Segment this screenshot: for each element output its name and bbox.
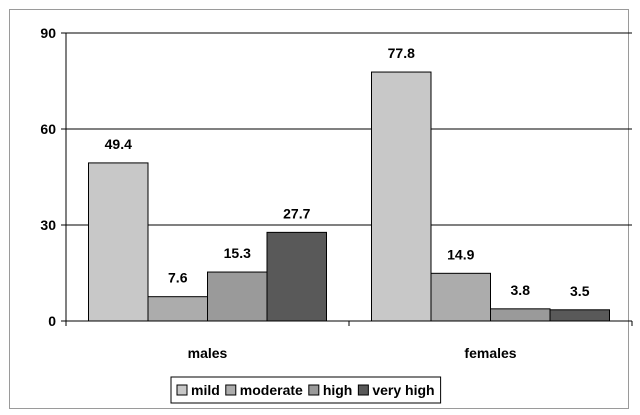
legend-label: mild [191, 382, 220, 398]
x-tick-label: males [188, 345, 228, 361]
axes: 0 30 60 90 males females [40, 25, 633, 361]
data-label: 15.3 [224, 245, 251, 261]
data-label: 77.8 [388, 45, 415, 61]
legend-label: very high [372, 382, 434, 398]
y-tick-label: 30 [40, 217, 56, 233]
y-tick-label: 0 [48, 313, 56, 329]
grid-lines [66, 32, 632, 226]
legend-label: high [323, 382, 353, 398]
bar-very-high-females [549, 309, 610, 322]
legend-label: moderate [240, 382, 303, 398]
bar-high-males [207, 271, 268, 322]
legend-swatch-very-high [357, 384, 369, 396]
data-labels: 49.4 7.6 15.3 27.7 77.8 14.9 3.8 3.5 [105, 45, 590, 299]
legend-swatch-moderate [225, 384, 237, 396]
data-label: 27.7 [283, 205, 310, 221]
legend-swatch-high [308, 384, 320, 396]
bar-mild-females [371, 71, 432, 322]
bar-high-females [490, 308, 551, 322]
data-label: 3.5 [570, 283, 590, 299]
bar-mild-males [88, 162, 149, 322]
bar-very-high-males [266, 231, 327, 322]
data-label: 14.9 [447, 246, 474, 262]
data-label: 7.6 [168, 270, 188, 286]
y-tick-label: 90 [40, 25, 56, 41]
y-tick-label: 60 [40, 121, 56, 137]
bar-moderate-males [147, 296, 208, 322]
x-tick-label: females [464, 345, 516, 361]
bar-moderate-females [430, 272, 491, 322]
legend-box [170, 376, 442, 404]
bars [88, 71, 610, 322]
data-label: 3.8 [511, 282, 531, 298]
legend: mild moderate high very high [170, 376, 442, 404]
legend-swatch-mild [176, 384, 188, 396]
data-label: 49.4 [105, 136, 132, 152]
